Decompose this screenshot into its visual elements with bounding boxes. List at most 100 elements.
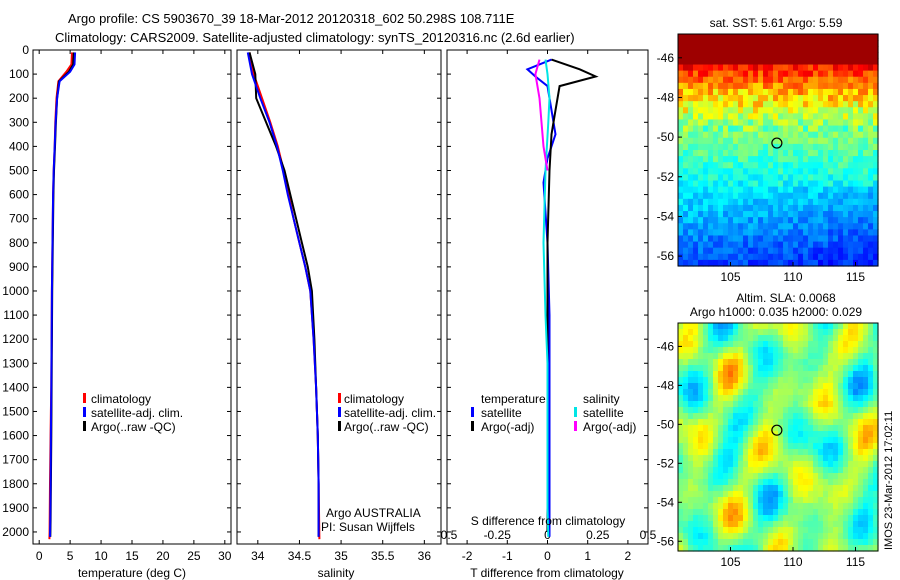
map-cell <box>768 119 774 127</box>
map-cell <box>728 186 734 194</box>
map-cell <box>843 217 849 224</box>
map-cell <box>748 341 754 348</box>
map-cell <box>833 113 839 121</box>
map-cell <box>763 198 769 206</box>
map-cell <box>718 389 724 396</box>
map-cell <box>808 70 814 78</box>
map-cell <box>778 527 784 534</box>
map-cell <box>698 46 704 53</box>
map-cell <box>853 64 859 72</box>
map-cell <box>753 497 759 504</box>
map-cell <box>738 329 744 336</box>
map-cell <box>753 156 759 163</box>
map-cell <box>873 527 879 534</box>
map-cell <box>833 58 839 66</box>
map-cell <box>843 229 849 237</box>
map-cell <box>733 70 739 78</box>
map-cell <box>768 168 774 176</box>
map-cell <box>813 377 819 384</box>
map-cell <box>803 131 809 139</box>
map-cell <box>728 407 734 414</box>
map-cell <box>753 76 759 84</box>
map-cell <box>818 192 824 200</box>
map-cell <box>778 143 784 151</box>
map-cell <box>693 156 699 163</box>
map-cell <box>788 485 794 492</box>
map-cell <box>763 383 769 390</box>
map-cell <box>823 509 829 516</box>
map-cell <box>718 217 724 224</box>
map-cell <box>818 377 824 384</box>
map-cell <box>818 491 824 498</box>
map-cell <box>753 247 759 255</box>
map-cell <box>808 401 814 408</box>
map-cell <box>778 347 784 354</box>
map-cell <box>678 455 684 462</box>
map-cell <box>818 204 824 212</box>
xtick-top-label: 0.25 <box>586 528 610 542</box>
map-cell <box>838 473 844 480</box>
map-cell <box>733 101 739 108</box>
map-cell <box>813 101 819 108</box>
map-cell <box>848 204 854 212</box>
map-frame <box>677 322 879 552</box>
map-cell <box>808 52 814 60</box>
map-cell <box>778 533 784 540</box>
map-cell <box>693 217 699 224</box>
map-cell <box>778 539 784 546</box>
map-cell <box>833 383 839 390</box>
map-cell <box>743 192 749 200</box>
map-cell <box>728 40 734 47</box>
map-cell <box>843 371 849 378</box>
map-cell <box>873 503 879 510</box>
map-cell <box>718 40 724 47</box>
map-cell <box>828 150 834 157</box>
map-cell <box>718 359 724 366</box>
map-cell <box>873 156 879 163</box>
map-cell <box>703 241 709 249</box>
map-cell <box>833 162 839 169</box>
map-cell <box>738 211 744 218</box>
map-cell <box>693 401 699 408</box>
map-cell <box>843 395 849 402</box>
map-cell <box>683 143 689 151</box>
map-cell <box>873 497 879 504</box>
map-cell <box>718 119 724 127</box>
map-cell <box>798 58 804 66</box>
map-cell <box>703 107 709 114</box>
map-cell <box>678 449 684 456</box>
xtick-label: 30 <box>218 549 232 563</box>
map-cell <box>738 401 744 408</box>
map-cell <box>793 365 799 372</box>
map-cell <box>823 168 829 176</box>
map-cell <box>798 95 804 102</box>
map-cell <box>818 131 824 139</box>
map-ytick-label: -54 <box>657 495 675 509</box>
map-cell <box>833 455 839 462</box>
map-cell <box>768 223 774 230</box>
map-cell <box>758 64 764 72</box>
map-cell <box>708 241 714 249</box>
map-cell <box>758 186 764 194</box>
map-cell <box>763 259 769 267</box>
map-cell <box>678 329 684 336</box>
map-cell <box>753 168 759 176</box>
map-cell <box>723 168 729 176</box>
map-cell <box>868 168 874 176</box>
map-cell <box>873 143 879 151</box>
map-cell <box>713 329 719 336</box>
map-cell <box>708 180 714 188</box>
map-cell <box>813 383 819 390</box>
map-cell <box>678 137 684 145</box>
map-cell <box>713 247 719 255</box>
map-cell <box>848 377 854 384</box>
map-cell <box>828 503 834 510</box>
map-cell <box>768 217 774 224</box>
map-cell <box>863 521 869 528</box>
map-cell <box>768 371 774 378</box>
map-cell <box>683 383 689 390</box>
map-cell <box>828 198 834 206</box>
map-cell <box>868 113 874 121</box>
map-cell <box>818 46 824 53</box>
map-cell <box>723 198 729 206</box>
